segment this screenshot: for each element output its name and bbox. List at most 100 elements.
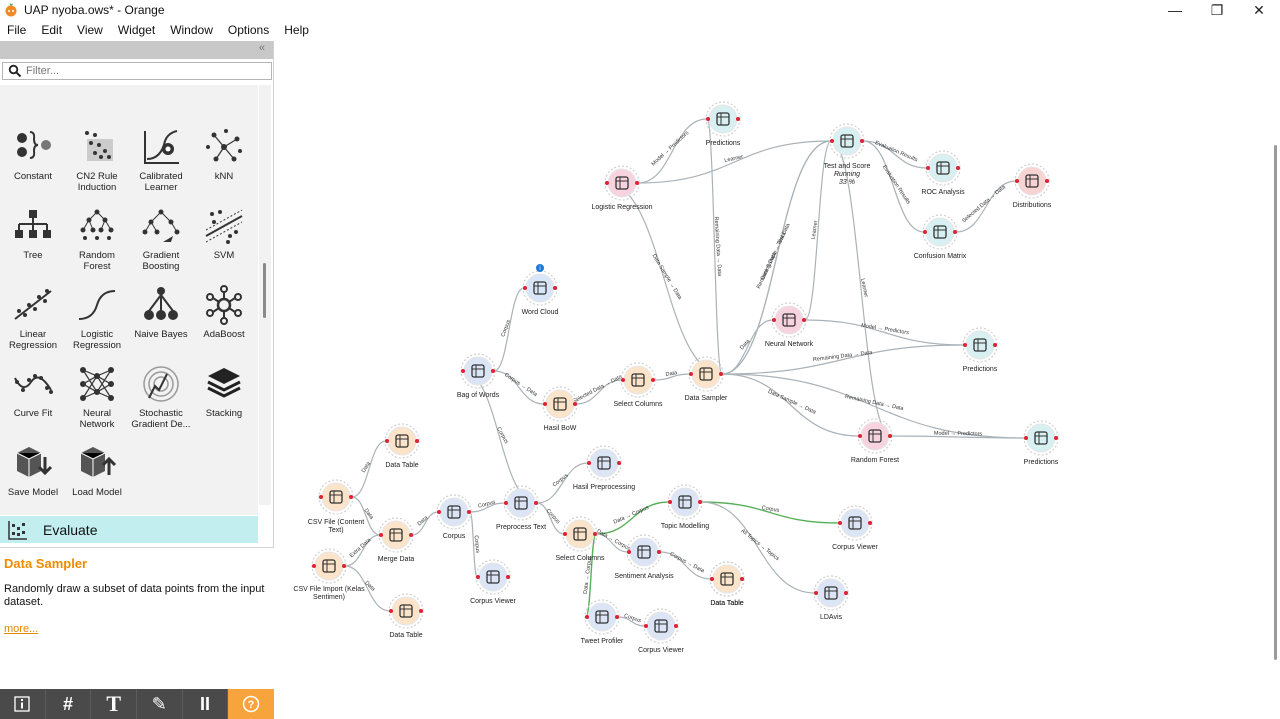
- workflow-link[interactable]: [721, 373, 860, 437]
- workflow-link[interactable]: [605, 182, 723, 375]
- tool-calibrated-learner[interactable]: Calibrated Learner: [129, 127, 193, 193]
- arrow-annotation-button[interactable]: ✎: [137, 689, 183, 719]
- workflow-link[interactable]: [659, 551, 712, 580]
- node-tweet[interactable]: Tweet Profiler: [581, 599, 624, 645]
- workflow-link[interactable]: [862, 140, 925, 233]
- workflow-link[interactable]: [804, 319, 965, 346]
- menu-view[interactable]: View: [77, 23, 103, 37]
- node-merge[interactable]: Merge Data: [378, 517, 415, 563]
- node-predictions1[interactable]: Predictions: [705, 101, 741, 147]
- node-datatable1[interactable]: Data Table: [384, 423, 420, 469]
- workflow-link[interactable]: [700, 501, 840, 524]
- node-hasilbow[interactable]: Hasil BoW: [542, 386, 578, 432]
- node-wordcloud[interactable]: Word Cloud: [522, 270, 559, 316]
- workflow-link[interactable]: [955, 180, 1017, 233]
- workflow-link[interactable]: [595, 501, 670, 535]
- tool-linear-regression[interactable]: Linear Regression: [1, 285, 65, 351]
- node-corpusviewer3[interactable]: Corpus Viewer: [638, 608, 685, 654]
- workflow-link[interactable]: [411, 511, 439, 536]
- workflow-link[interactable]: [700, 501, 816, 594]
- tool-curve-fit[interactable]: Curve Fit: [1, 364, 65, 419]
- tool-gradient-boosting[interactable]: Gradient Boosting: [129, 206, 193, 272]
- info-button[interactable]: [0, 689, 46, 719]
- help-more-link[interactable]: more...: [4, 623, 39, 635]
- workflow-link[interactable]: [890, 435, 1026, 439]
- pause-button[interactable]: II: [183, 689, 229, 719]
- node-datatable4[interactable]: Data Table: [388, 593, 424, 639]
- node-ldavis[interactable]: LDAvis: [813, 575, 849, 621]
- menu-options[interactable]: Options: [227, 23, 270, 37]
- toolbox-scrollbar-thumb[interactable]: [263, 263, 266, 318]
- node-sampler[interactable]: Data Sampler: [685, 356, 728, 402]
- menu-help[interactable]: Help: [284, 23, 309, 37]
- workflow-link[interactable]: [830, 140, 892, 437]
- node-neuralnet[interactable]: Neural Network: [765, 302, 814, 348]
- help-button[interactable]: ?: [228, 689, 275, 719]
- workflow-link[interactable]: [617, 616, 646, 627]
- tool-naive-bayes[interactable]: Naive Bayes: [129, 285, 193, 340]
- tool-adaboost[interactable]: AdaBoost: [192, 285, 256, 340]
- workflow-link[interactable]: [536, 462, 589, 504]
- workflow-link[interactable]: [344, 565, 391, 612]
- tool-stochastic-gradient-descent[interactable]: Stochastic Gradient De...: [129, 364, 193, 430]
- workflow-svg[interactable]: Model → Predictors Learner Remaining Data …: [275, 41, 1280, 678]
- node-confusion[interactable]: Confusion Matrix: [914, 214, 967, 260]
- close-button[interactable]: ✕: [1253, 1, 1265, 18]
- tool-svm[interactable]: SVM: [192, 206, 256, 261]
- collapse-panel-button[interactable]: «: [258, 42, 265, 54]
- node-selcols1[interactable]: Select Columns: [613, 362, 663, 408]
- tool-save-model[interactable]: Save Model: [1, 443, 65, 498]
- workflow-link[interactable]: [595, 533, 629, 553]
- node-distributions[interactable]: Distributions: [1013, 163, 1052, 209]
- workflow-canvas[interactable]: Model → Predictors Learner Remaining Data …: [275, 41, 1280, 678]
- workflow-link[interactable]: [653, 373, 691, 381]
- node-predictions3[interactable]: Predictions: [1023, 420, 1059, 466]
- menu-edit[interactable]: Edit: [41, 23, 63, 37]
- node-predictions2[interactable]: Predictions: [962, 327, 998, 373]
- tool-stacking[interactable]: Stacking: [192, 364, 256, 419]
- workflow-link[interactable]: [862, 140, 928, 169]
- workflow-link[interactable]: [721, 140, 832, 375]
- menu-widget[interactable]: Widget: [117, 23, 156, 37]
- filter-input[interactable]: Filter...: [2, 62, 272, 80]
- tool-knn[interactable]: kNN: [192, 127, 256, 182]
- workflow-link[interactable]: [493, 370, 545, 405]
- node-corpusviewer2[interactable]: Corpus Viewer: [470, 559, 517, 605]
- info-badge-icon[interactable]: i: [536, 264, 544, 272]
- workflow-link[interactable]: [585, 533, 597, 618]
- workflow-link[interactable]: [706, 118, 723, 375]
- workflow-link[interactable]: [344, 534, 381, 567]
- node-sentiment[interactable]: Sentiment Analysis: [614, 534, 674, 580]
- workflow-link[interactable]: [637, 140, 832, 184]
- node-topic[interactable]: Topic Modelling: [661, 484, 709, 530]
- node-preprocess[interactable]: Preprocess Text: [496, 485, 546, 531]
- workflow-link[interactable]: [351, 496, 381, 536]
- node-corpus[interactable]: Corpus: [436, 494, 472, 540]
- workflow-link[interactable]: [804, 140, 832, 321]
- grid-button[interactable]: #: [46, 689, 92, 719]
- node-corpusviewer1[interactable]: Corpus Viewer: [832, 505, 879, 551]
- node-logreg[interactable]: Logistic Regression: [591, 165, 653, 211]
- tool-load-model[interactable]: Load Model: [65, 443, 129, 498]
- workflow-link[interactable]: [721, 319, 774, 375]
- workflow-link[interactable]: [721, 344, 965, 375]
- node-datatable3[interactable]: Data Table: [709, 561, 745, 607]
- tool-neural-network[interactable]: Neural Network: [65, 364, 129, 430]
- tool-constant[interactable]: Constant: [1, 127, 65, 182]
- node-roc[interactable]: ROC Analysis: [921, 150, 965, 196]
- tool-tree[interactable]: Tree: [1, 206, 65, 261]
- tool-cn2-rule-induction[interactable]: CN2 Rule Induction: [65, 127, 129, 193]
- workflow-link[interactable]: [721, 373, 1026, 439]
- workflow-link[interactable]: [536, 502, 565, 535]
- text-annotation-button[interactable]: T: [91, 689, 138, 719]
- tool-random-forest[interactable]: Random Forest: [65, 206, 129, 272]
- workflow-link[interactable]: [469, 502, 506, 513]
- workflow-link[interactable]: [637, 118, 708, 184]
- workflow-link[interactable]: [493, 287, 525, 372]
- node-randforest[interactable]: Random Forest: [851, 418, 899, 464]
- tool-logistic-regression[interactable]: Logistic Regression: [65, 285, 129, 351]
- node-bow[interactable]: Bag of Words: [457, 353, 500, 399]
- minimize-button[interactable]: —: [1168, 2, 1182, 18]
